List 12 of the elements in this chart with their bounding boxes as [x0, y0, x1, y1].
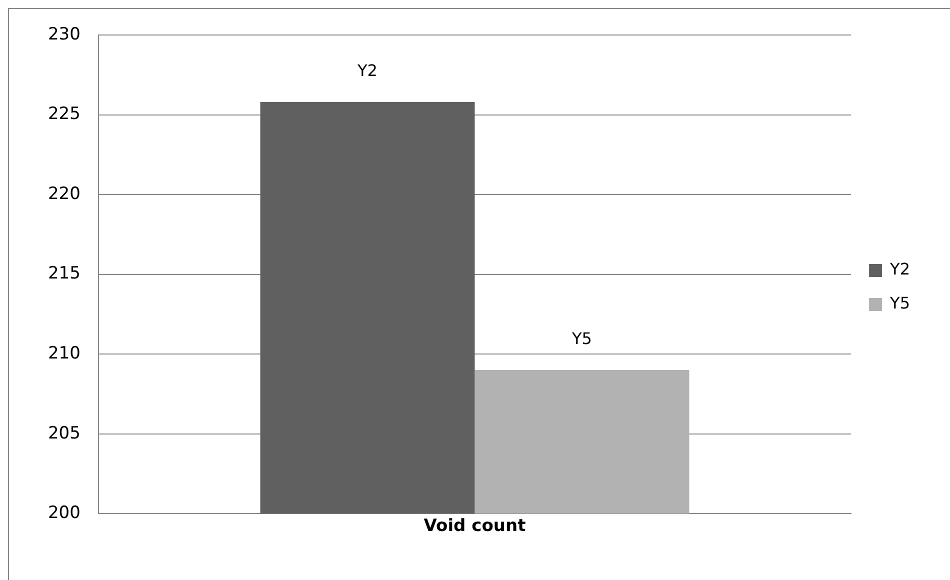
legend-label: Y2 — [889, 260, 910, 279]
x-tick-label: Void count — [424, 516, 526, 536]
y-tick-label: 220 — [48, 184, 80, 204]
y-tick-label: 200 — [48, 503, 80, 524]
data-label: Y2 — [356, 61, 378, 80]
data-label: Y5 — [571, 329, 592, 348]
y-tick-label: 225 — [48, 104, 80, 124]
y-tick-label: 205 — [48, 423, 80, 444]
y-tick-label: 210 — [48, 343, 80, 364]
y-tick-label: 215 — [48, 264, 80, 284]
y-tick-label: 230 — [48, 24, 80, 44]
legend-label: Y5 — [889, 294, 910, 313]
